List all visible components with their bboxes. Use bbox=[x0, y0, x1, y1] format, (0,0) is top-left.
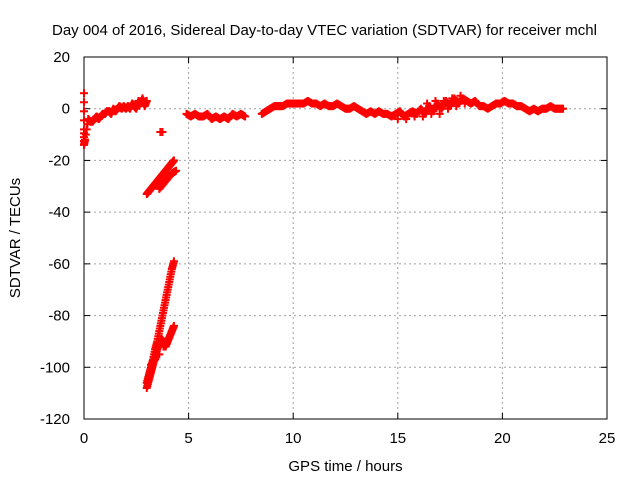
data-point-interp bbox=[169, 157, 178, 166]
data-point bbox=[158, 127, 167, 136]
y-tick-label: -80 bbox=[48, 308, 70, 325]
y-tick-label: -20 bbox=[48, 152, 70, 169]
x-tick-label: 20 bbox=[494, 430, 511, 447]
data-point-interp bbox=[240, 111, 249, 120]
x-tick-label: 0 bbox=[80, 430, 88, 447]
x-tick-label: 5 bbox=[184, 430, 192, 447]
y-tick-label: -40 bbox=[48, 204, 70, 221]
y-tick-label: -100 bbox=[40, 359, 70, 376]
data-point-interp bbox=[158, 308, 167, 317]
data-points bbox=[80, 89, 568, 392]
x-tick-label: 15 bbox=[389, 430, 406, 447]
chart-title: Day 004 of 2016, Sidereal Day-to-day VTE… bbox=[52, 22, 597, 39]
data-point-interp bbox=[167, 267, 176, 276]
data-point-interp bbox=[150, 354, 159, 363]
data-point-interp bbox=[171, 167, 180, 176]
x-tick-label: 10 bbox=[285, 430, 302, 447]
plot-frame bbox=[83, 56, 608, 420]
data-point bbox=[80, 89, 88, 98]
data-point-interp bbox=[154, 329, 163, 338]
data-point-interp bbox=[146, 370, 155, 379]
data-point-interp bbox=[144, 378, 153, 387]
y-tick-label: 20 bbox=[53, 49, 70, 66]
data-point-interp bbox=[156, 319, 165, 328]
data-point-interp bbox=[148, 362, 157, 371]
data-point-interp bbox=[80, 98, 88, 107]
data-point-interp bbox=[558, 104, 567, 113]
data-point bbox=[435, 109, 444, 118]
x-tick-label: 25 bbox=[599, 430, 616, 447]
y-tick-label: -60 bbox=[48, 256, 70, 273]
data-point-interp bbox=[169, 259, 178, 268]
x-axis-label: GPS time / hours bbox=[288, 458, 402, 475]
data-point-interp bbox=[161, 298, 170, 307]
y-axis-label: SDTVAR / TECUs bbox=[7, 178, 24, 298]
data-point-interp bbox=[80, 107, 88, 116]
y-tick-label: 0 bbox=[62, 101, 70, 118]
data-point-interp bbox=[163, 288, 172, 297]
data-point-interp bbox=[169, 323, 178, 332]
data-point-interp bbox=[165, 277, 174, 286]
data-point-interp bbox=[142, 98, 151, 107]
axis-ticks: 0 5 10 15 20 25 -120 -100 -80 -60 -40 -20 0 20 bbox=[40, 49, 615, 447]
y-tick-label: -120 bbox=[40, 411, 70, 428]
data-point-interp bbox=[80, 137, 89, 146]
